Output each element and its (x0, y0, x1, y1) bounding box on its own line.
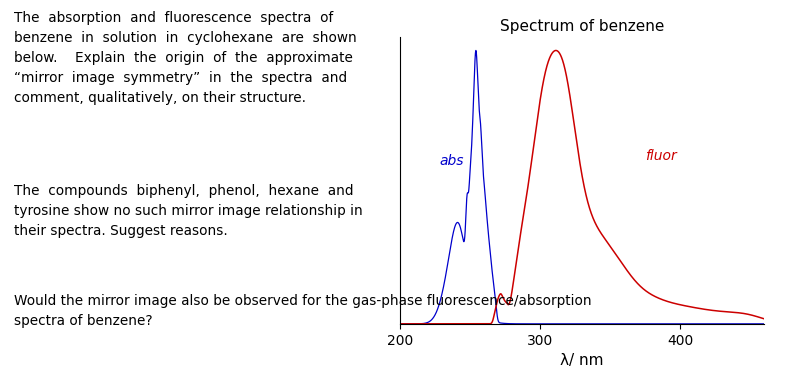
X-axis label: λ/ nm: λ/ nm (561, 353, 604, 368)
Text: fluor: fluor (645, 149, 677, 163)
Text: The  compounds  biphenyl,  phenol,  hexane  and
tyrosine show no such mirror ima: The compounds biphenyl, phenol, hexane a… (14, 184, 363, 238)
Text: Would the mirror image also be observed for the gas-phase fluorescence/absorptio: Would the mirror image also be observed … (14, 294, 592, 329)
Text: abs: abs (440, 154, 463, 168)
Text: The  absorption  and  fluorescence  spectra  of
benzene  in  solution  in  cyclo: The absorption and fluorescence spectra … (14, 11, 357, 105)
Title: Spectrum of benzene: Spectrum of benzene (500, 19, 664, 34)
